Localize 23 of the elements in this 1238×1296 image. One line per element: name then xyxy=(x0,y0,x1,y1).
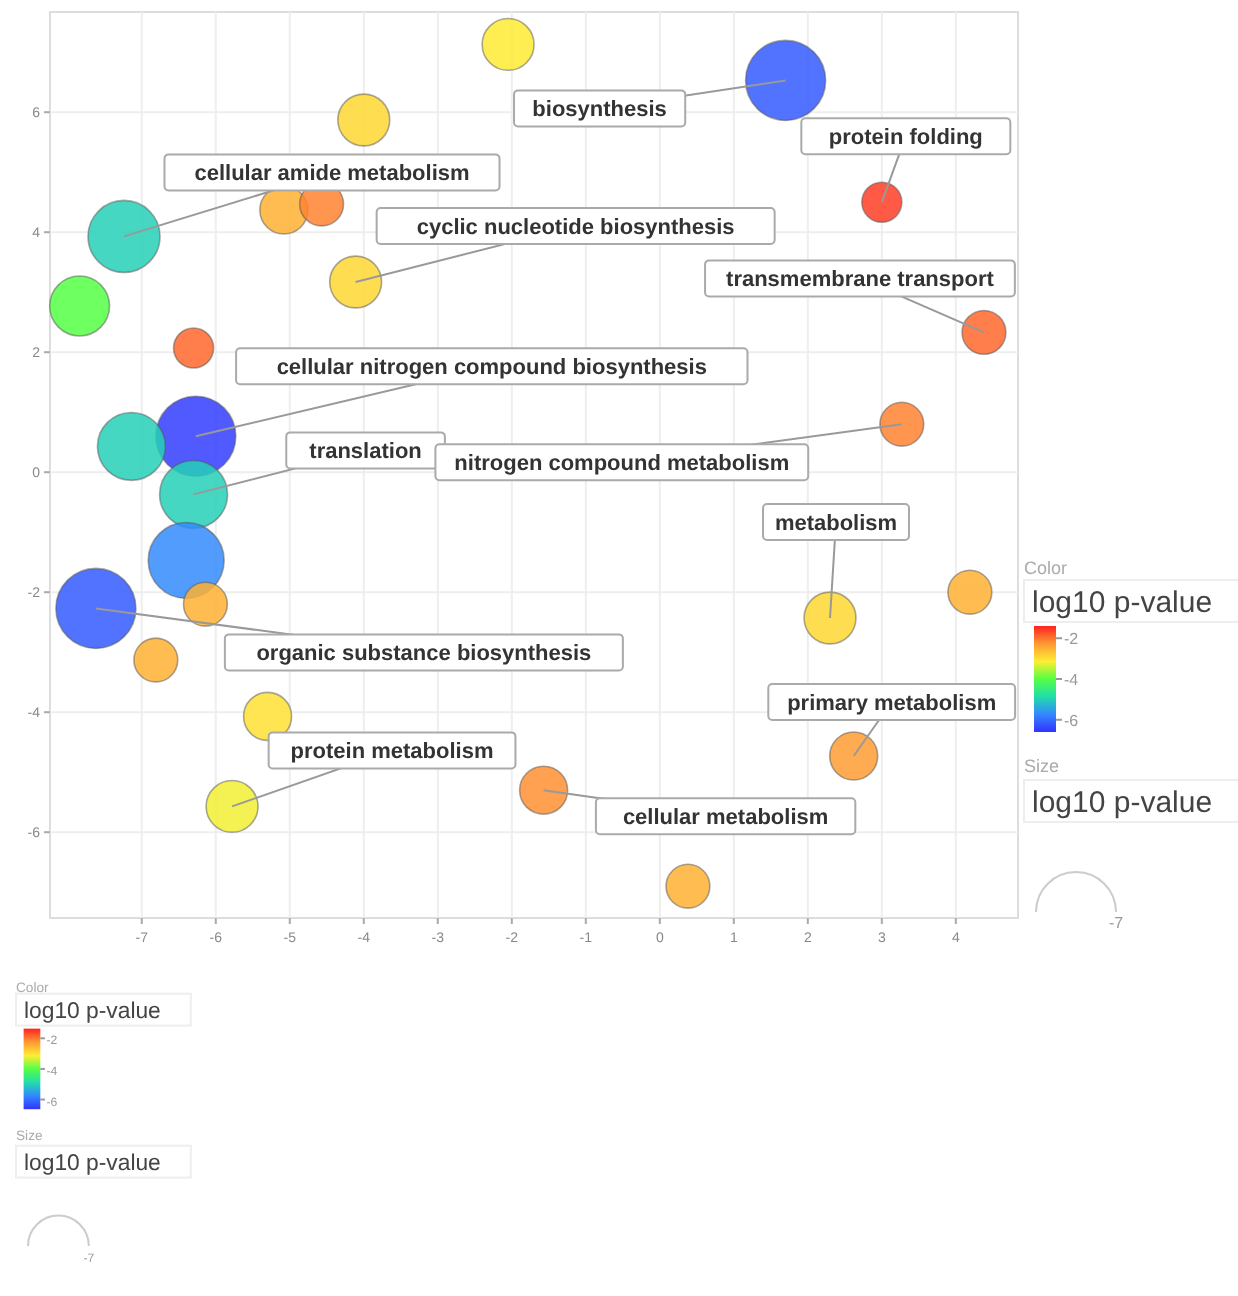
text: log10 p-value xyxy=(1032,786,1213,820)
annotation: organic substance biosynthesis xyxy=(256,642,592,667)
color-bar-title: log10 p-value xyxy=(24,1000,161,1024)
annotation: cellular nitrogen compound biosynthesis xyxy=(276,356,707,381)
text: Size xyxy=(1024,756,1060,776)
annotation: transmembrane transport xyxy=(726,268,995,293)
annotation: protein metabolism xyxy=(290,740,494,765)
color-bar-label: -4 xyxy=(1064,671,1080,689)
annotation: primary metabolism xyxy=(787,692,997,716)
color-bar-label: -2 xyxy=(1064,630,1080,649)
annotation: biosynthesis xyxy=(532,98,667,123)
annotation: cyclic nucleotide biosynthesis xyxy=(416,216,735,240)
annotation: translation xyxy=(309,440,423,465)
annotation: protein folding xyxy=(828,126,983,151)
annotation: nitrogen compound metabolism xyxy=(454,452,790,477)
annotation: metabolism xyxy=(774,512,898,536)
color-bar-title: log10 p-value xyxy=(1032,586,1213,620)
annotation: cellular amide metabolism xyxy=(194,162,470,187)
annotation: cellular metabolism xyxy=(622,806,829,831)
text: Color xyxy=(1024,558,1068,578)
text: log10 p-value xyxy=(24,1152,161,1176)
color-bar-label: -6 xyxy=(1064,711,1080,730)
text: -7 xyxy=(1108,914,1125,932)
